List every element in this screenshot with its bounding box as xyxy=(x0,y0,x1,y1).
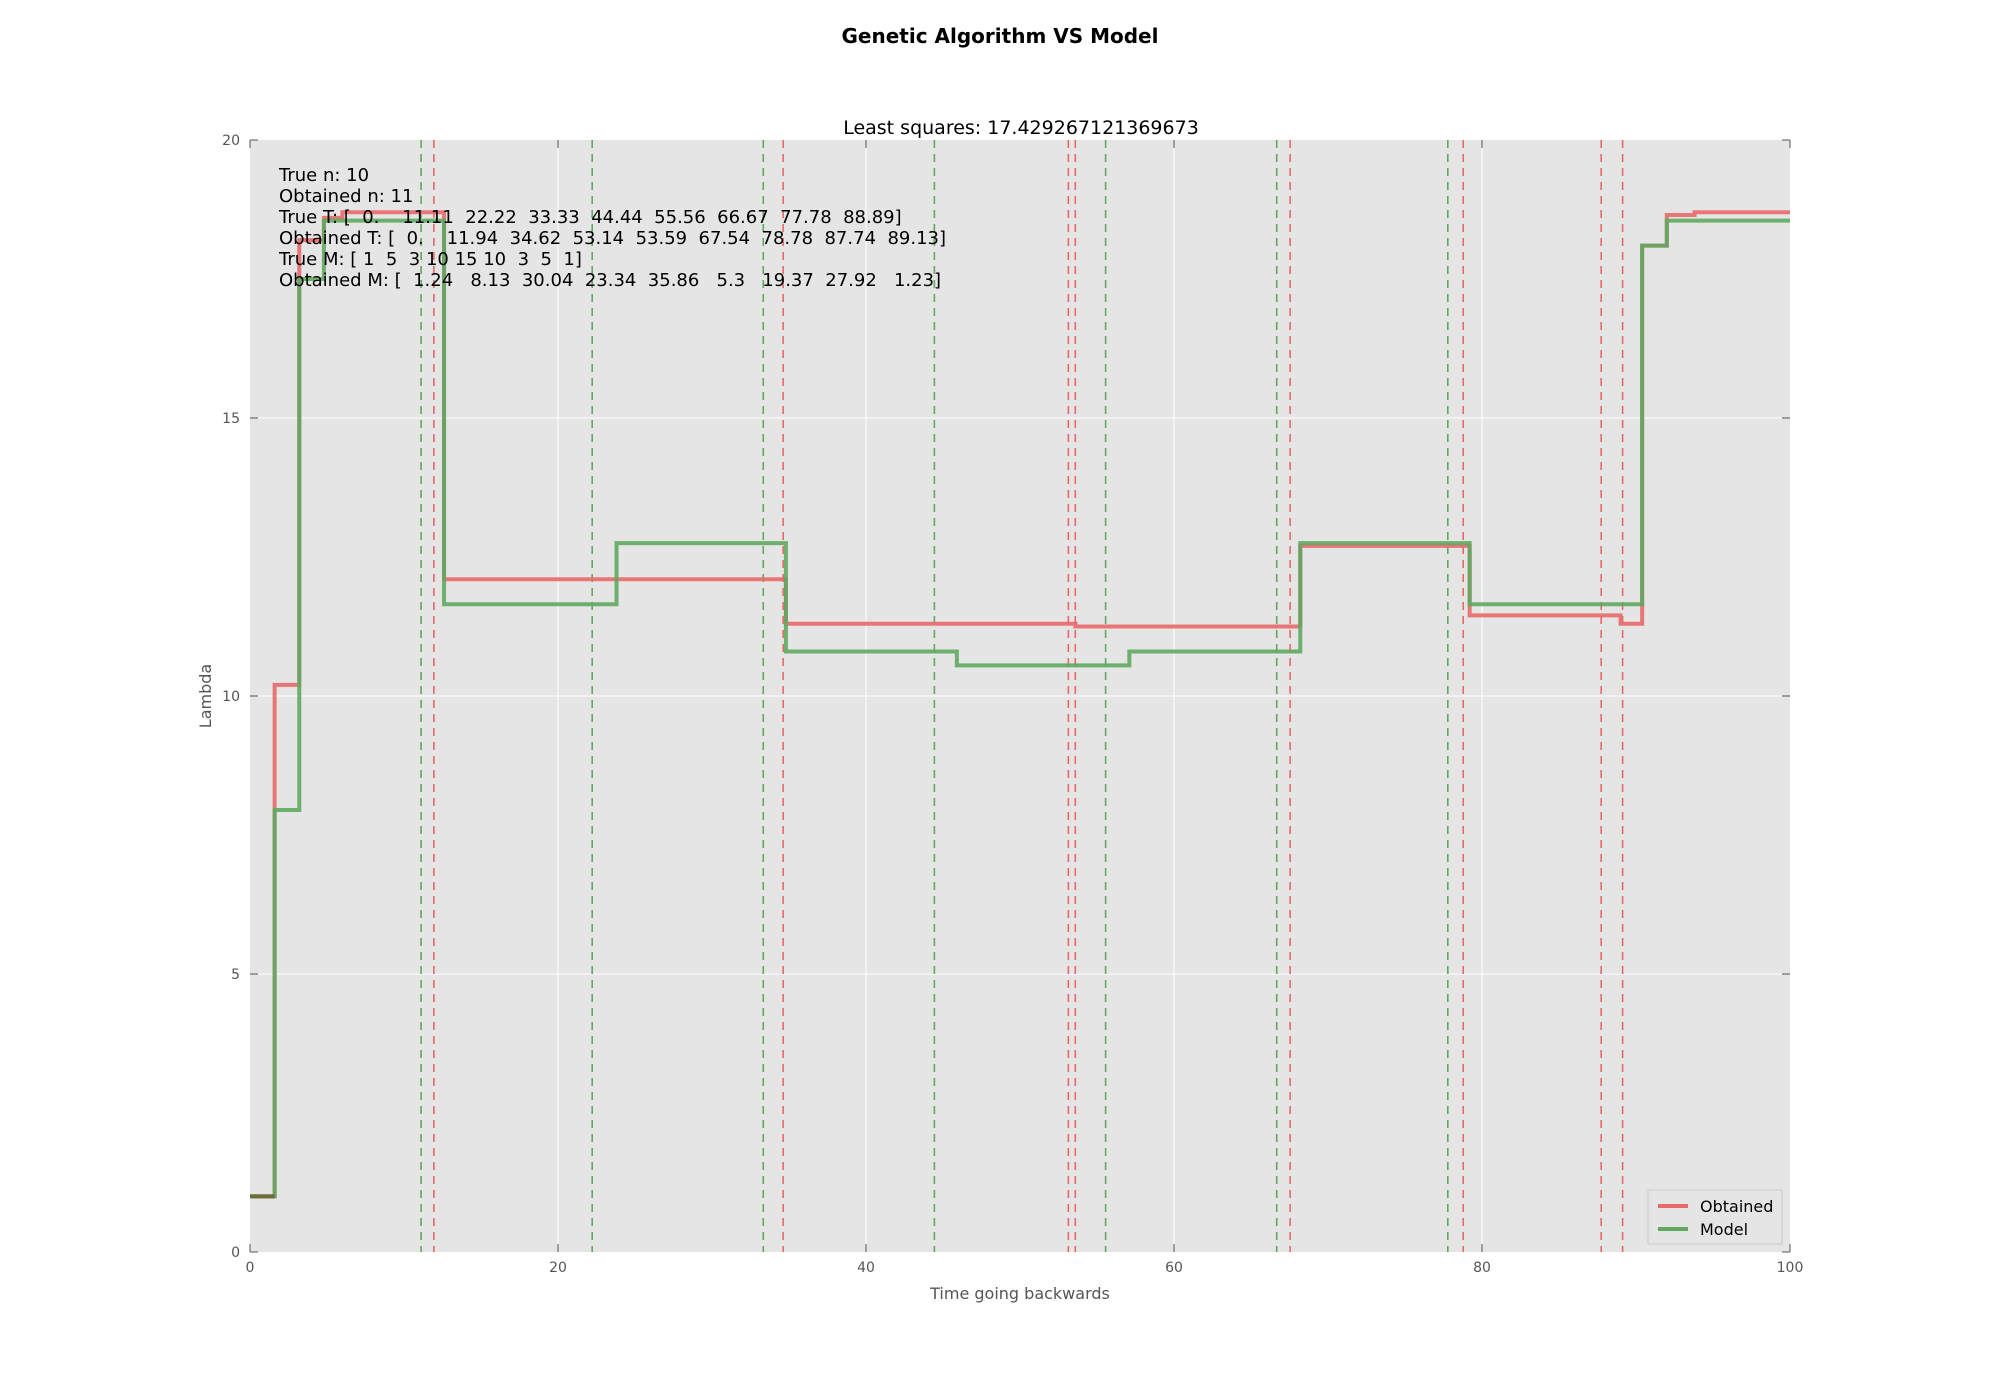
y-tick-label: 15 xyxy=(222,411,240,427)
series-line-model xyxy=(250,218,1790,1199)
x-tick-label: 80 xyxy=(1473,1260,1491,1276)
annotation-obtained-t: Obtained T: [ 0. 11.94 34.62 53.14 53.59… xyxy=(279,228,946,249)
grid-lines xyxy=(250,140,1790,1252)
annotation-obtained-n: Obtained n: 11 xyxy=(279,186,413,207)
x-tick-label: 0 xyxy=(246,1260,255,1276)
annotation-true-n: True n: 10 xyxy=(278,165,369,186)
y-tick-label: 0 xyxy=(231,1245,240,1261)
y-tick-label: 10 xyxy=(222,689,240,705)
x-tick-label: 20 xyxy=(549,1260,567,1276)
y-tick-label: 20 xyxy=(222,133,240,149)
legend-label-model: Model xyxy=(1700,1220,1748,1239)
x-tick-label: 100 xyxy=(1777,1260,1804,1276)
changepoint-lines xyxy=(420,140,1624,1252)
axes-title: Least squares: 17.429267121369673 xyxy=(843,117,1199,139)
axis-ticks: 0 20 40 60 80 100 0 5 10 15 20 xyxy=(222,133,1803,1276)
legend-label-obtained: Obtained xyxy=(1700,1197,1773,1216)
annotation-obtained-m: Obtained M: [ 1.24 8.13 30.04 23.34 35.8… xyxy=(279,270,941,291)
legend: Obtained Model xyxy=(1647,1189,1783,1245)
annotation-block: True n: 10 Obtained n: 11 True T: [ 0. 1… xyxy=(278,165,946,291)
x-tick-label: 40 xyxy=(857,1260,875,1276)
legend-box xyxy=(1647,1189,1783,1245)
annotation-true-t: True T: [ 0. 11.11 22.22 33.33 44.44 55.… xyxy=(278,207,902,228)
x-tick-label: 60 xyxy=(1165,1260,1183,1276)
x-axis-label: Time going backwards xyxy=(929,1284,1110,1303)
annotation-true-m: True M: [ 1 5 3 10 15 10 3 5 1] xyxy=(278,249,582,270)
series-lines xyxy=(250,210,1790,1199)
y-tick-label: 5 xyxy=(231,967,240,983)
y-axis-label: Lambda xyxy=(196,664,215,728)
figure-suptitle: Genetic Algorithm VS Model xyxy=(842,24,1159,48)
